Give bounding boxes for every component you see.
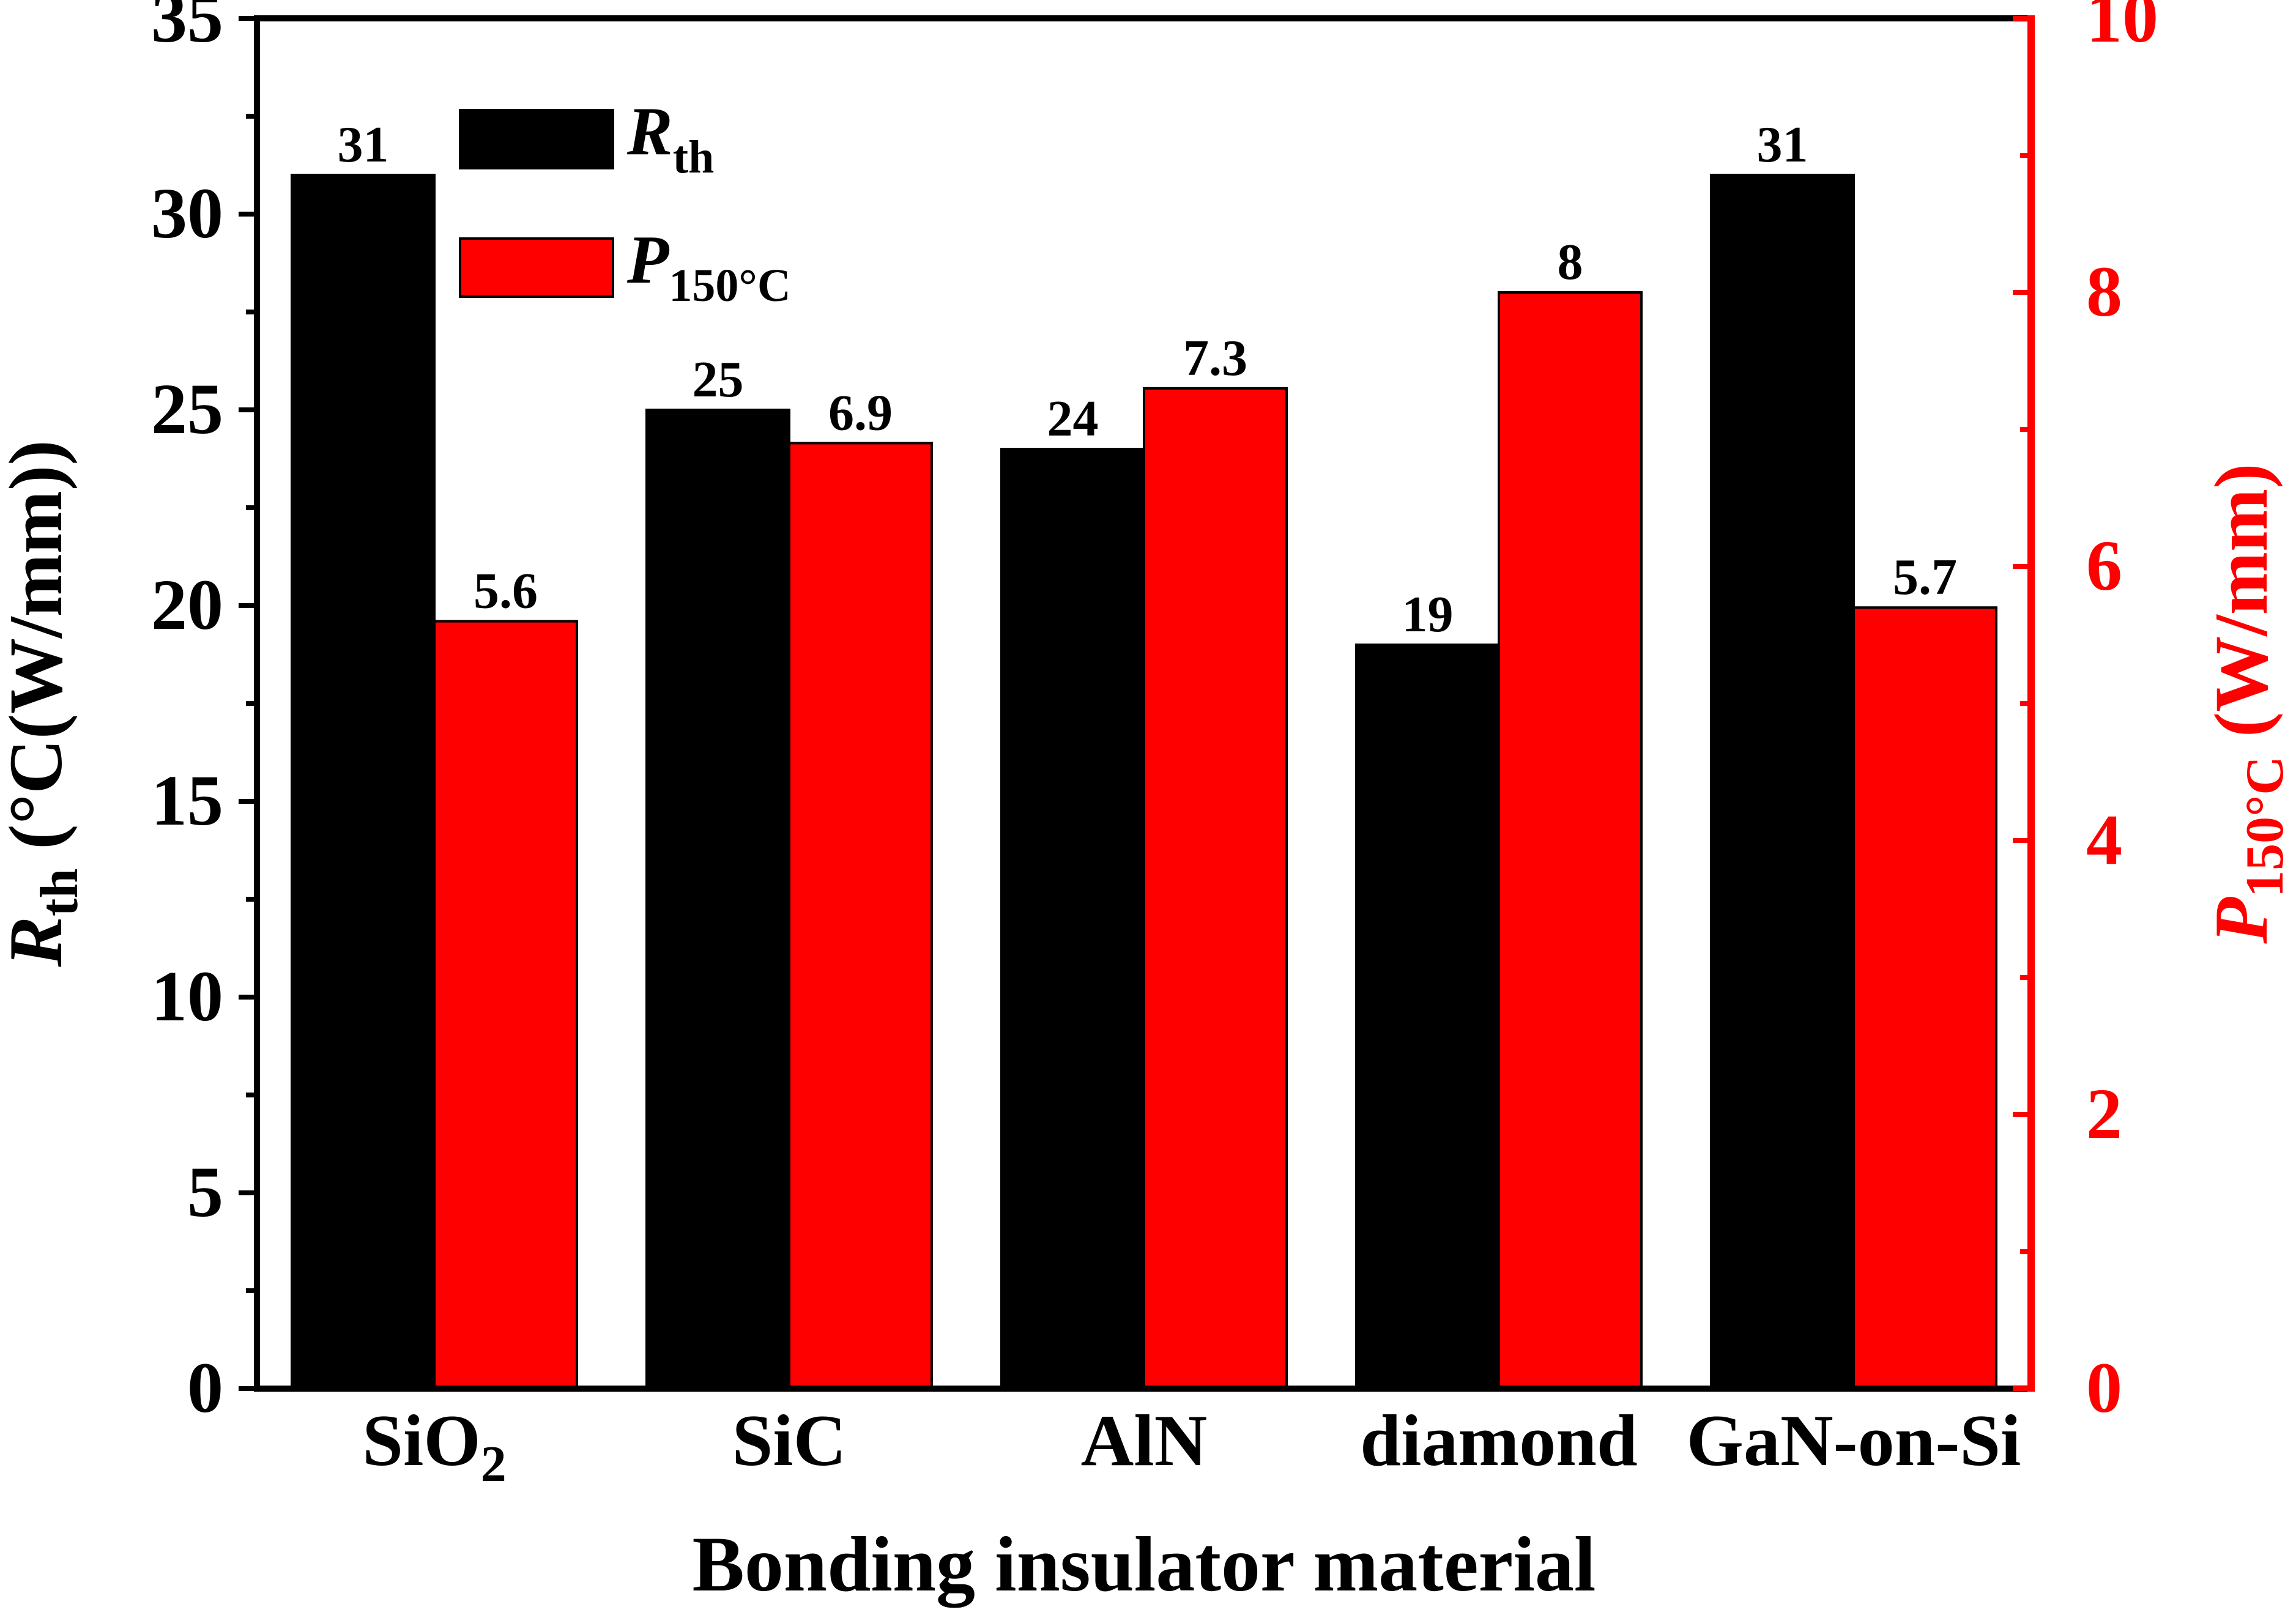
value-label-p150-diamond: 8 bbox=[1558, 234, 1583, 291]
bar-p150-sic bbox=[788, 442, 933, 1390]
axis-titles-layer: Bonding insulator material Rth (°C(W/mm))… bbox=[0, 440, 2295, 1608]
y-left-tick-label: 10 bbox=[151, 956, 223, 1036]
value-label-p150-sic: 6.9 bbox=[828, 384, 893, 441]
legend-swatch-rth bbox=[459, 109, 614, 169]
x-category-label: AlN bbox=[1081, 1400, 1208, 1481]
value-labels-layer: 31 5.6 25 6.9 24 7.3 19 8 31 5.7 bbox=[338, 116, 1958, 643]
value-label-rth-aln: 24 bbox=[1047, 390, 1099, 447]
y-left-tick-label: 5 bbox=[187, 1152, 223, 1232]
value-label-p150-gan-on-si: 5.7 bbox=[1893, 549, 1957, 606]
value-label-rth-sic: 25 bbox=[693, 351, 744, 408]
bars-layer bbox=[291, 174, 1997, 1390]
bar-rth-sio bbox=[291, 174, 436, 1390]
value-label-rth-sio: 31 bbox=[338, 116, 389, 173]
legend-label-rth: Rth bbox=[626, 94, 714, 183]
x-axis-title: Bonding insulator material bbox=[693, 1521, 1596, 1608]
y-right-tick-label: 2 bbox=[2086, 1074, 2122, 1154]
y-right-tick-label: 6 bbox=[2086, 525, 2122, 606]
value-label-p150-sio: 5.6 bbox=[474, 563, 538, 620]
y-left-tick-label: 25 bbox=[151, 369, 223, 449]
y-right-tick-label: 10 bbox=[2086, 0, 2158, 58]
y-left-tick-label: 30 bbox=[151, 173, 223, 253]
y-right-tick-label: 0 bbox=[2086, 1348, 2122, 1428]
category-labels-layer: SiO2 SiC AlN diamond GaN-on-Si bbox=[362, 1400, 2021, 1493]
x-category-label: diamond bbox=[1360, 1400, 1638, 1481]
y-left-tick-label: 15 bbox=[151, 760, 223, 841]
y-axis-left-title: Rth (°C(W/mm)) bbox=[0, 440, 89, 967]
y-left-tick-label: 20 bbox=[151, 565, 223, 645]
bar-rth-sic bbox=[645, 409, 790, 1390]
bar-p150-diamond bbox=[1498, 291, 1643, 1390]
value-label-p150-aln: 7.3 bbox=[1183, 330, 1247, 387]
x-category-label: SiC bbox=[732, 1400, 847, 1481]
bar-rth-gan-on-si bbox=[1710, 174, 1855, 1390]
legend: Rth P150°C bbox=[459, 94, 791, 311]
bar-rth-diamond bbox=[1355, 644, 1500, 1390]
y-right-tick-label: 4 bbox=[2086, 800, 2122, 880]
y-left-tick-label: 35 bbox=[151, 0, 223, 58]
y-right-tick-label: 8 bbox=[2086, 251, 2122, 332]
y-left-tick-label: 0 bbox=[187, 1348, 223, 1428]
bar-p150-aln bbox=[1143, 387, 1288, 1390]
x-category-label: GaN-on-Si bbox=[1687, 1400, 2021, 1481]
value-label-rth-gan-on-si: 31 bbox=[1757, 116, 1808, 173]
legend-label-p150: P150°C bbox=[626, 222, 791, 311]
bar-p150-gan-on-si bbox=[1852, 606, 1997, 1390]
bar-rth-aln bbox=[1000, 448, 1145, 1390]
value-label-rth-diamond: 19 bbox=[1402, 586, 1454, 643]
bar-p150-sio bbox=[433, 620, 578, 1390]
x-category-label: SiO2 bbox=[362, 1400, 506, 1493]
y-axis-right-title: P150°C (W/mm) bbox=[2199, 463, 2295, 944]
legend-swatch-p150 bbox=[459, 237, 614, 298]
